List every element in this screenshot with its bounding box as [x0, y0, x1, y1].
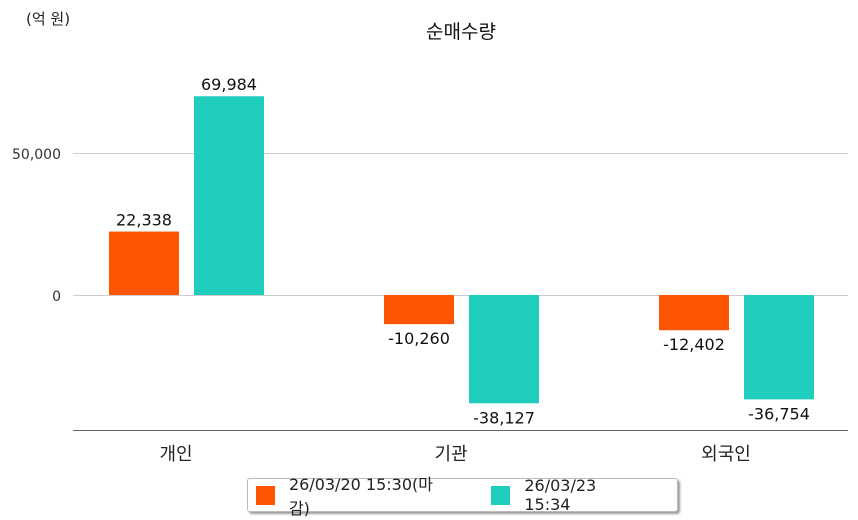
bar-series-1-1[interactable]	[384, 295, 454, 325]
legend-item-series-2[interactable]: 26/03/23 15:34	[491, 476, 647, 514]
y-tick-label: 0	[52, 289, 61, 305]
legend-swatch-series-2	[491, 485, 511, 505]
bar-series-1-0[interactable]	[109, 231, 179, 295]
data-label: -10,260	[388, 329, 450, 348]
legend-item-series-1[interactable]: 26/03/20 15:30(마감)	[256, 471, 453, 519]
x-tick-label: 외국인	[701, 444, 751, 465]
legend-label-series-1: 26/03/20 15:30(마감)	[288, 475, 433, 518]
chart-title: 순매수량	[426, 21, 496, 43]
data-label: -36,754	[748, 404, 810, 423]
bar-series-2-0[interactable]	[194, 96, 264, 295]
bar-series-2-2[interactable]	[744, 295, 814, 400]
data-label: 69,984	[201, 75, 257, 94]
x-tick-label: 기관	[434, 444, 467, 465]
bar-chart: (억 원) 순매수량 0 50,000 22,338 69,984 -10,260 -3…	[12, 10, 848, 465]
legend: 26/03/20 15:30(마감) 26/03/23 15:34	[247, 475, 678, 518]
bar-series-2-1[interactable]	[469, 295, 539, 404]
legend-swatch-series-1	[256, 485, 275, 505]
y-tick-label: 50,000	[12, 147, 61, 163]
legend-label-series-2: 26/03/23 15:34	[524, 476, 597, 514]
data-label: -38,127	[473, 408, 535, 427]
x-tick-label: 개인	[159, 444, 192, 465]
bar-series-1-2[interactable]	[659, 295, 729, 331]
data-label: -12,402	[663, 335, 725, 354]
unit-label: (억 원)	[26, 10, 70, 28]
data-label: 22,338	[116, 211, 172, 230]
